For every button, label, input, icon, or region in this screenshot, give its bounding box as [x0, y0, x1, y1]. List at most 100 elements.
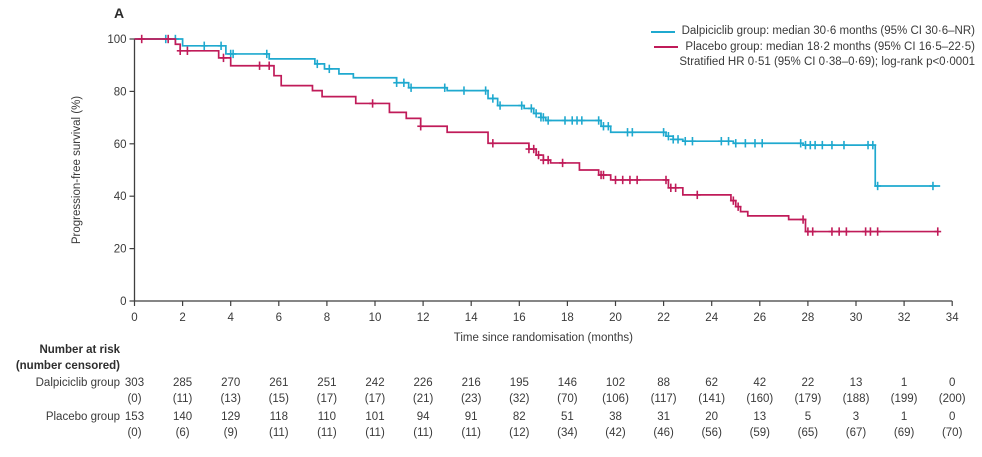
x-tick-label: 12 — [417, 312, 430, 324]
placebo-legend-label: Placebo group: median 18·2 months (95% C… — [685, 40, 975, 53]
y-tick-label: 100 — [107, 34, 126, 46]
legend: Dalpiciclib group: median 30·6 months (9… — [650, 24, 975, 71]
risk-cell: (199) — [890, 393, 918, 405]
panel-label: A — [114, 5, 125, 21]
risk-cell: (106) — [602, 393, 629, 405]
risk-cell: 38 — [609, 411, 622, 423]
risk-cell: (0) — [127, 393, 142, 405]
risk-cell: (70) — [557, 393, 578, 405]
risk-cell: 118 — [269, 411, 288, 423]
risk-cell: 146 — [557, 377, 577, 389]
y-tick-label: 0 — [120, 296, 126, 308]
risk-cell: (17) — [316, 393, 338, 405]
risk-cell: (59) — [749, 427, 771, 439]
risk-cell: (32) — [509, 393, 530, 405]
risk-cell: (11) — [365, 427, 385, 439]
risk-cell: 62 — [705, 377, 719, 389]
x-tick-label: 28 — [802, 312, 815, 324]
risk-cell: 261 — [269, 377, 289, 389]
risk-cell: 91 — [464, 411, 478, 423]
risk-cell: 129 — [221, 411, 241, 423]
dalpiciclib-legend-label: Dalpiciclib group: median 30·6 months (9… — [681, 25, 975, 37]
risk-cell: (42) — [605, 427, 626, 439]
risk-cell: 102 — [605, 377, 626, 389]
risk-cell: 110 — [317, 411, 337, 423]
risk-cell: (117) — [650, 393, 677, 405]
risk-cell: (6) — [175, 427, 190, 439]
risk-cell: 82 — [512, 411, 526, 423]
risk-table-line: Placebo group 153 140 129 118 110 101 94 91 82 51 3… — [0, 410, 982, 425]
x-tick-label: 24 — [705, 312, 718, 324]
risk-table-line: Dalpiciclib group 303 285 270 261 251 242 226 21… — [0, 376, 982, 391]
placebo-line-swatch — [654, 46, 679, 49]
x-tick-label: 20 — [609, 312, 622, 324]
risk-cell: (160) — [746, 393, 774, 405]
risk-cell: (11) — [413, 427, 433, 439]
risk-cell: (11) — [461, 427, 481, 439]
y-tick-label: 80 — [114, 86, 127, 98]
risk-cell: (15) — [268, 393, 290, 405]
risk-cell: (17) — [364, 393, 386, 405]
risk-cell: 3 — [852, 411, 860, 423]
risk-cell: 5 — [804, 411, 812, 423]
risk-cell: 270 — [221, 377, 241, 389]
dalpiciclib-line-swatch — [650, 30, 675, 33]
risk-table-title: Number at risk — [39, 344, 120, 356]
risk-cell: (34) — [557, 427, 578, 439]
risk-cell: 140 — [173, 411, 193, 423]
x-tick-label: 0 — [131, 312, 137, 324]
x-tick-label: 22 — [657, 312, 670, 324]
risk-cell: 1 — [900, 377, 908, 389]
x-tick-label: 14 — [465, 312, 478, 324]
x-tick-label: 32 — [898, 312, 911, 324]
x-tick-label: 34 — [946, 312, 959, 324]
risk-table-subtitle: (number censored) — [15, 360, 120, 372]
risk-cell: (11) — [268, 427, 289, 439]
risk-cell: (56) — [701, 427, 722, 439]
risk-cell: 101 — [365, 411, 385, 423]
x-tick-label: 16 — [513, 312, 526, 324]
risk-cell: 0 — [948, 411, 956, 423]
risk-cell: 13 — [753, 411, 767, 423]
risk-cell: (0) — [127, 427, 142, 439]
risk-cell: (67) — [845, 427, 867, 439]
risk-cell: (9) — [223, 427, 238, 439]
series-placebo-group — [134, 34, 942, 236]
risk-cell: 22 — [801, 377, 815, 389]
risk-cell: (21) — [412, 393, 434, 405]
risk-cell: 94 — [416, 411, 430, 423]
risk-cell: (188) — [842, 393, 870, 405]
x-axis-title: Time since randomisation (months) — [454, 332, 633, 344]
x-tick-label: 8 — [324, 312, 330, 324]
series-dalpiciclib-group — [134, 34, 941, 191]
risk-table-line: (0) (11) (13) (15) (17) (17) (21) (23) (32) (70) (… — [0, 392, 982, 407]
risk-cell: 20 — [705, 411, 719, 423]
risk-cell: 216 — [461, 377, 481, 389]
risk-cell: (46) — [653, 427, 674, 439]
x-tick-label: 10 — [369, 312, 382, 324]
risk-cell: 226 — [413, 377, 433, 389]
risk-cell: 42 — [753, 377, 767, 389]
y-tick-label: 60 — [114, 139, 127, 151]
risk-cell: (65) — [797, 427, 819, 439]
risk-cell: (70) — [941, 427, 963, 439]
x-tick-label: 26 — [753, 312, 766, 324]
y-tick-label: 20 — [114, 244, 127, 256]
risk-cell: 153 — [124, 411, 145, 423]
risk-cell: 1 — [900, 411, 908, 423]
risk-cell: (179) — [794, 393, 822, 405]
risk-cell: (11) — [317, 427, 337, 439]
risk-cell: 51 — [560, 411, 574, 423]
x-tick-label: 6 — [276, 312, 282, 324]
risk-cell: (23) — [460, 393, 482, 405]
risk-cell: 285 — [173, 377, 193, 389]
legend-row-placebo: Placebo group: median 18·2 months (95% C… — [654, 40, 975, 56]
risk-table-line: (0) (6) (9) (11) (11) (11) (11) (11) (12) (34) (42… — [0, 426, 982, 441]
y-tick-label: 40 — [114, 191, 127, 203]
risk-cell: (13) — [220, 393, 241, 405]
risk-cell: 31 — [657, 411, 670, 423]
x-tick-label: 30 — [850, 312, 863, 324]
